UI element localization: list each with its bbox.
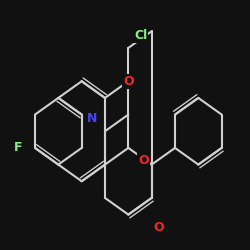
Text: N: N	[86, 112, 97, 125]
Text: Cl: Cl	[134, 29, 147, 42]
Text: F: F	[14, 142, 22, 154]
Text: O: O	[153, 220, 164, 234]
Text: O: O	[138, 154, 149, 167]
Text: O: O	[123, 75, 134, 88]
